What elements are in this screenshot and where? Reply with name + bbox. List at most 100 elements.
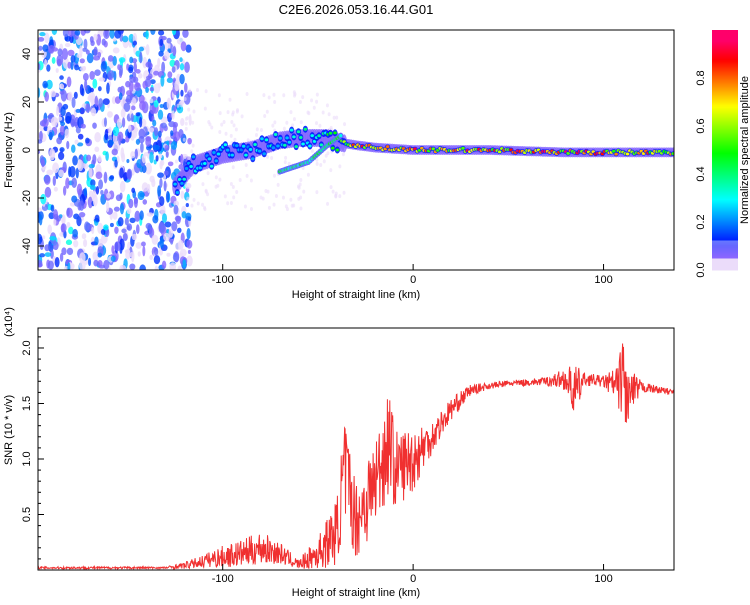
noise-blob [81, 233, 87, 240]
noise-blob [85, 154, 92, 162]
noise-blob [78, 200, 85, 211]
noise-blob [144, 78, 152, 88]
noise-blob [338, 164, 342, 169]
noise-blob [73, 91, 78, 99]
noise-blob [153, 247, 159, 256]
noise-blob [321, 110, 325, 115]
noise-blob [61, 215, 65, 225]
noise-blob [88, 257, 92, 267]
colorbar-cell [712, 188, 738, 191]
ridge-core [312, 139, 317, 143]
noise-blob [83, 30, 91, 34]
colorbar-cell [712, 112, 738, 115]
noise-blob [282, 126, 286, 131]
noise-blob [95, 171, 103, 180]
noise-blob [145, 30, 149, 40]
noise-blob [157, 57, 161, 68]
noise-blob [72, 155, 78, 166]
ridge-core [308, 144, 312, 148]
colorbar: 0.0 0.2 0.4 0.6 0.8 Normalized spectral ampli… [695, 30, 750, 278]
noise-blob [68, 226, 74, 235]
noise-blob [125, 94, 132, 105]
colorbar-cell [712, 36, 738, 39]
noise-blob [103, 117, 107, 127]
noise-blob [100, 61, 107, 73]
noise-blob [299, 120, 303, 125]
ridge-core [198, 166, 203, 170]
noise-blob [106, 82, 110, 95]
noise-blob [174, 79, 180, 92]
noise-blob [79, 58, 85, 64]
colorbar-cell [712, 98, 738, 101]
colorbar-cell [712, 64, 738, 67]
noise-blob [231, 110, 235, 115]
noise-blob [207, 119, 211, 124]
noise-blob [72, 228, 78, 238]
noise-blob [126, 208, 132, 215]
noise-blob [190, 203, 194, 208]
ridge-core [234, 144, 239, 148]
ridge-core [319, 143, 324, 147]
colorbar-cell [712, 88, 738, 91]
noise-blob [168, 228, 174, 238]
noise-blob [165, 190, 170, 203]
noise-blob [170, 141, 178, 150]
noise-blob [222, 119, 226, 124]
noise-blob [74, 30, 81, 36]
noise-blob [100, 189, 104, 196]
noise-blob [139, 51, 143, 64]
colorbar-cell [712, 178, 738, 181]
noise-blob [175, 242, 182, 251]
noise-blob [191, 143, 195, 148]
ridge-core [184, 166, 189, 170]
noise-blob [174, 215, 182, 222]
noise-blob [173, 106, 177, 112]
x-tick-label: -100 [212, 573, 234, 585]
noise-blob [302, 189, 306, 194]
noise-blob [141, 241, 146, 247]
noise-blob [89, 36, 94, 43]
noise-blob [66, 247, 74, 256]
colorbar-cell [712, 174, 738, 177]
noise-blob [38, 259, 43, 268]
colorbar-cell [712, 102, 738, 105]
noise-blob [263, 113, 267, 118]
noise-blob [97, 259, 103, 267]
colorbar-cell [712, 140, 738, 143]
noise-blob [38, 87, 41, 98]
chart-title: C2E6.2026.053.16.44.G01 [279, 2, 434, 17]
noise-blob [180, 190, 185, 199]
colorbar-cell [712, 152, 738, 155]
colorbar-cell [712, 74, 738, 77]
noise-blob [245, 92, 249, 97]
noise-blob [145, 44, 150, 56]
noise-blob [130, 151, 135, 159]
ridge-core [260, 137, 264, 141]
noise-blob [38, 233, 43, 245]
noise-blob [283, 160, 287, 165]
colorbar-cell [712, 94, 738, 97]
noise-blob [60, 121, 66, 127]
noise-blob [210, 125, 214, 130]
noise-blob [293, 92, 297, 97]
ridge-core [328, 131, 333, 135]
noise-blob [85, 137, 90, 144]
colorbar-cell [712, 250, 738, 253]
noise-blob [51, 56, 56, 64]
noise-blob [114, 159, 118, 168]
noise-blob [126, 90, 133, 97]
noise-blob [299, 206, 303, 211]
noise-blob [66, 76, 72, 88]
noise-blob [95, 186, 100, 195]
noise-blob [41, 235, 46, 240]
colorbar-cell [712, 192, 738, 195]
noise-blob [255, 127, 259, 132]
noise-blob [134, 82, 141, 92]
noise-blob [169, 59, 176, 67]
noise-blob [75, 126, 81, 134]
colorbar-cell [712, 156, 738, 159]
ridge-core [310, 134, 315, 138]
noise-blob [50, 116, 58, 127]
noise-blob [60, 223, 67, 233]
noise-blob [119, 192, 123, 200]
